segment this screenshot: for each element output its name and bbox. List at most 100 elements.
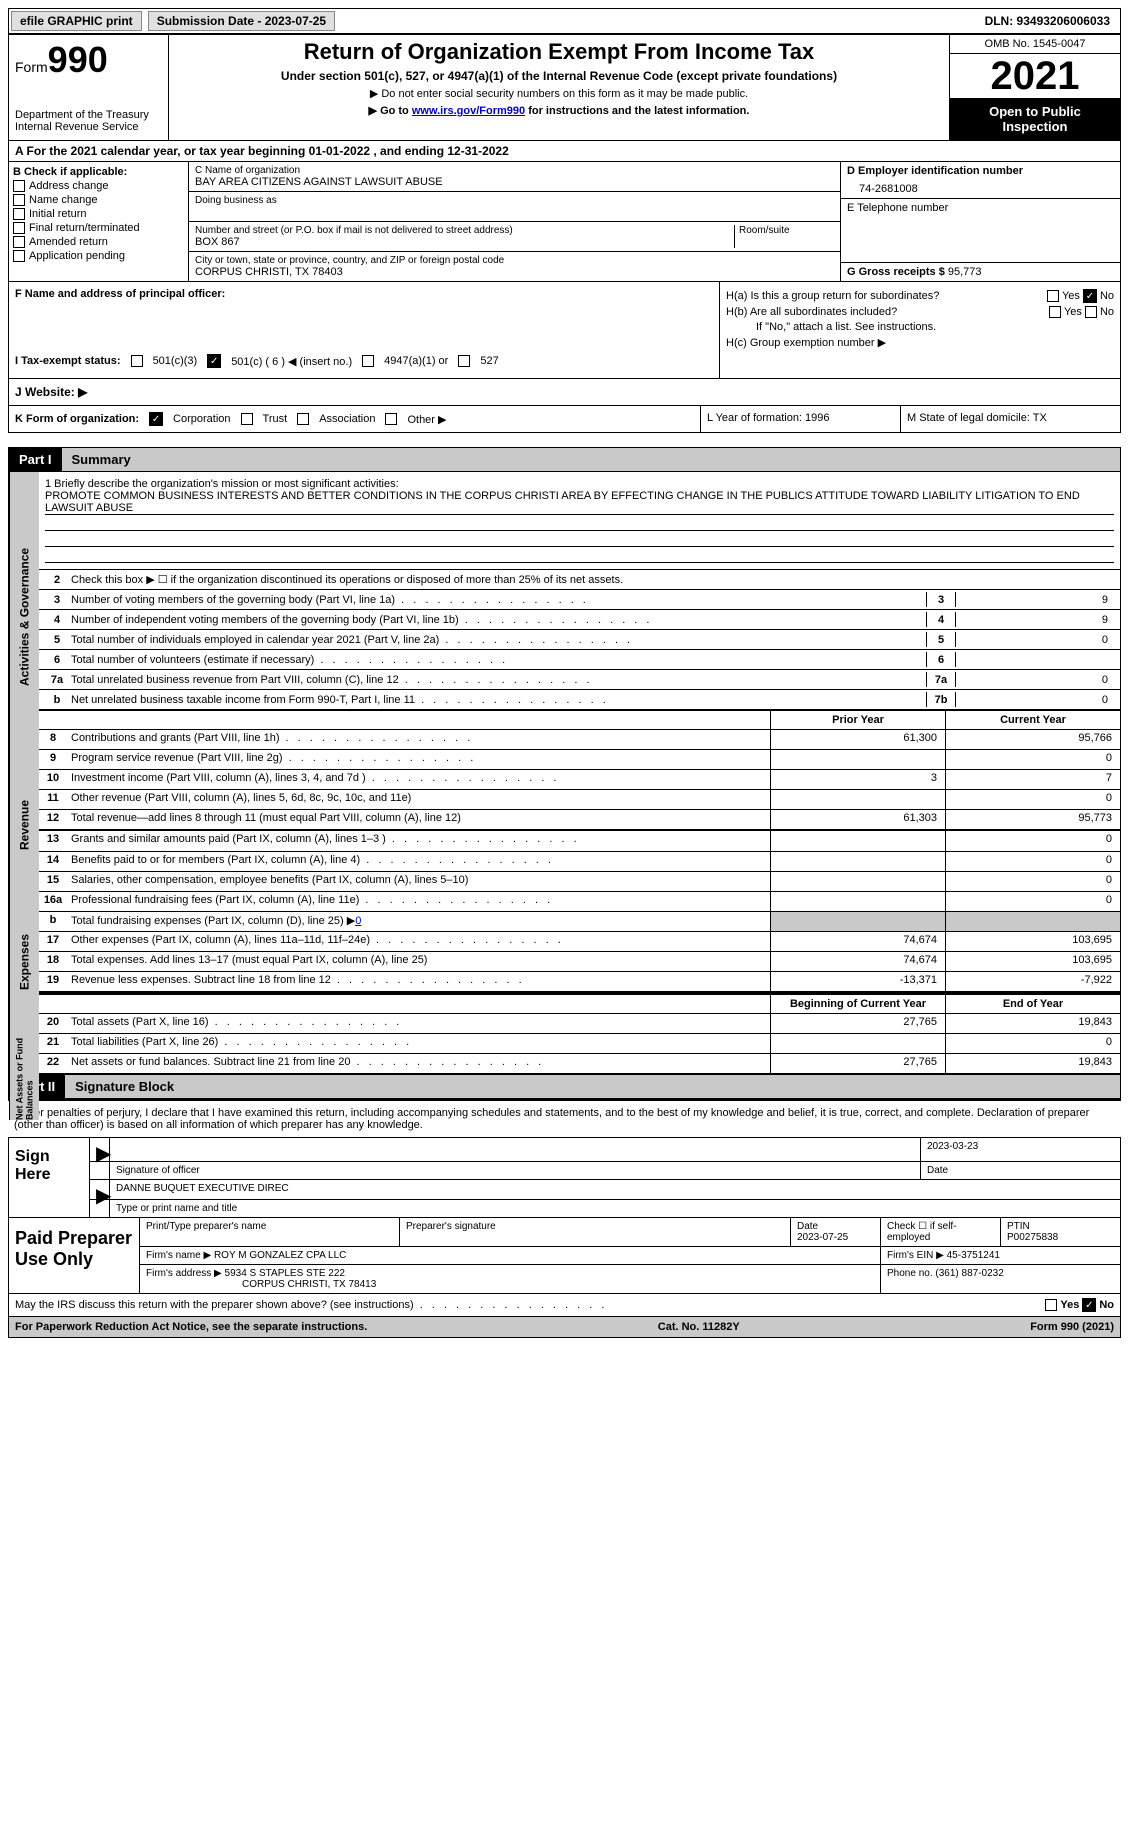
l19-text: Revenue less expenses. Subtract line 18 … <box>67 972 770 991</box>
chk-amended[interactable] <box>13 236 25 248</box>
chk-501c6[interactable]: ✓ <box>207 354 221 368</box>
l6-val <box>956 652 1116 667</box>
l17-text: Other expenses (Part IX, column (A), lin… <box>67 932 770 951</box>
ha-yes[interactable] <box>1047 290 1059 302</box>
phone-label: E Telephone number <box>847 202 1114 214</box>
ha-no[interactable]: ✓ <box>1083 289 1097 303</box>
lbl-527: 527 <box>480 355 498 367</box>
ha-yes-lbl: Yes <box>1062 290 1080 302</box>
chk-final[interactable] <box>13 222 25 234</box>
ha-label: H(a) Is this a group return for subordin… <box>726 290 939 302</box>
open-public-badge: Open to PublicInspection <box>950 98 1120 140</box>
chk-trust[interactable] <box>241 413 253 425</box>
lbl-corp: Corporation <box>173 413 230 425</box>
prep-sig-label: Preparer's signature <box>399 1218 790 1246</box>
form-990-2021: Form 990 (2021) <box>1030 1321 1114 1333</box>
l20-text: Total assets (Part X, line 16) <box>67 1014 770 1033</box>
l15-text: Salaries, other compensation, employee b… <box>67 872 770 891</box>
tab-net-assets: Net Assets or Fund Balances <box>9 1036 39 1120</box>
chk-501c3[interactable] <box>131 355 143 367</box>
l14-py <box>770 852 945 871</box>
dept-treasury: Department of the Treasury Internal Reve… <box>15 109 162 133</box>
sig-officer-label: Signature of officer <box>109 1162 920 1179</box>
chk-address[interactable] <box>13 180 25 192</box>
discuss-no[interactable]: ✓ <box>1082 1298 1096 1312</box>
hb-no[interactable] <box>1085 306 1097 318</box>
discuss-text: May the IRS discuss this return with the… <box>15 1299 607 1311</box>
firm-addr1: 5934 S STAPLES STE 222 <box>225 1268 345 1279</box>
l21-cy: 0 <box>945 1034 1120 1053</box>
chk-other[interactable] <box>385 413 397 425</box>
chk-name[interactable] <box>13 194 25 206</box>
chk-assoc[interactable] <box>297 413 309 425</box>
form-subtitle: Under section 501(c), 527, or 4947(a)(1)… <box>175 69 943 83</box>
l12-text: Total revenue—add lines 8 through 11 (mu… <box>67 810 770 829</box>
discuss-yes[interactable] <box>1045 1299 1057 1311</box>
l16b-py <box>770 912 945 931</box>
part2-title: Signature Block <box>65 1075 1120 1098</box>
l18-cy: 103,695 <box>945 952 1120 971</box>
dba-label: Doing business as <box>195 195 834 206</box>
discuss-row: May the IRS discuss this return with the… <box>8 1294 1121 1317</box>
l22-py: 27,765 <box>770 1054 945 1073</box>
firm-addr-label: Firm's address ▶ <box>146 1268 222 1279</box>
row-a-period: A For the 2021 calendar year, or tax yea… <box>8 141 1121 162</box>
footer-row: For Paperwork Reduction Act Notice, see … <box>8 1317 1121 1338</box>
l16a-text: Professional fundraising fees (Part IX, … <box>67 892 770 911</box>
part2-header: Part II Signature Block <box>8 1074 1121 1099</box>
lbl-501c6: 501(c) ( 6 ) ◀ (insert no.) <box>231 355 352 368</box>
l7b-val: 0 <box>956 692 1116 707</box>
l10-py: 3 <box>770 770 945 789</box>
note-pre: ▶ Go to <box>369 105 412 117</box>
ha-no-lbl: No <box>1100 290 1114 302</box>
l9-py <box>770 750 945 769</box>
efile-print-button[interactable]: efile GRAPHIC print <box>11 11 142 31</box>
sign-here-label: Sign Here <box>9 1138 89 1217</box>
lbl-other: Other ▶ <box>407 413 446 426</box>
prep-date: 2023-07-25 <box>797 1232 848 1243</box>
k-label: K Form of organization: <box>15 413 139 425</box>
hb-yes[interactable] <box>1049 306 1061 318</box>
chk-initial[interactable] <box>13 208 25 220</box>
firm-addr2: CORPUS CHRISTI, TX 78413 <box>146 1279 376 1290</box>
l16b-cy <box>945 912 1120 931</box>
declaration-text: Under penalties of perjury, I declare th… <box>8 1099 1121 1137</box>
tab-revenue: Revenue <box>9 762 39 888</box>
firm-phone-label: Phone no. <box>887 1268 933 1279</box>
firm-name-label: Firm's name ▶ <box>146 1250 211 1261</box>
m-state: M State of legal domicile: TX <box>900 406 1120 432</box>
l19-cy: -7,922 <box>945 972 1120 991</box>
l21-py <box>770 1034 945 1053</box>
l14-cy: 0 <box>945 852 1120 871</box>
form-number: 990 <box>48 39 108 80</box>
lbl-name: Name change <box>29 194 98 206</box>
sign-here-block: Sign Here ▶ 2023-03-23 Signature of offi… <box>8 1137 1121 1218</box>
chk-corp[interactable]: ✓ <box>149 412 163 426</box>
tab-governance: Activities & Governance <box>9 472 39 762</box>
l22-cy: 19,843 <box>945 1054 1120 1073</box>
l5-val: 0 <box>956 632 1116 647</box>
l4-val: 9 <box>956 612 1116 627</box>
ptin-value: P00275838 <box>1007 1232 1058 1243</box>
hb-yes-lbl: Yes <box>1064 306 1082 318</box>
submission-date-button[interactable]: Submission Date - 2023-07-25 <box>148 11 335 31</box>
hdr-end-year: End of Year <box>945 995 1120 1013</box>
l7b-text: Net unrelated business taxable income fr… <box>71 694 926 706</box>
l15-cy: 0 <box>945 872 1120 891</box>
hdr-current-year: Current Year <box>945 711 1120 729</box>
lbl-app: Application pending <box>29 250 125 262</box>
irs-link[interactable]: www.irs.gov/Form990 <box>412 105 525 117</box>
sig-date: 2023-03-23 <box>920 1138 1120 1161</box>
l6-text: Total number of volunteers (estimate if … <box>71 654 926 666</box>
chk-527[interactable] <box>458 355 470 367</box>
chk-4947[interactable] <box>362 355 374 367</box>
chk-app[interactable] <box>13 250 25 262</box>
firm-name: ROY M GONZALEZ CPA LLC <box>214 1250 346 1261</box>
firm-phone: (361) 887-0232 <box>935 1268 1003 1279</box>
addr-label: Number and street (or P.O. box if mail i… <box>195 225 734 236</box>
l11-py <box>770 790 945 809</box>
date-label: Date <box>920 1162 1120 1179</box>
form-title: Return of Organization Exempt From Incom… <box>175 39 943 65</box>
room-label: Room/suite <box>739 225 834 236</box>
chk-self-employed[interactable]: Check ☐ if self-employed <box>880 1218 1000 1246</box>
